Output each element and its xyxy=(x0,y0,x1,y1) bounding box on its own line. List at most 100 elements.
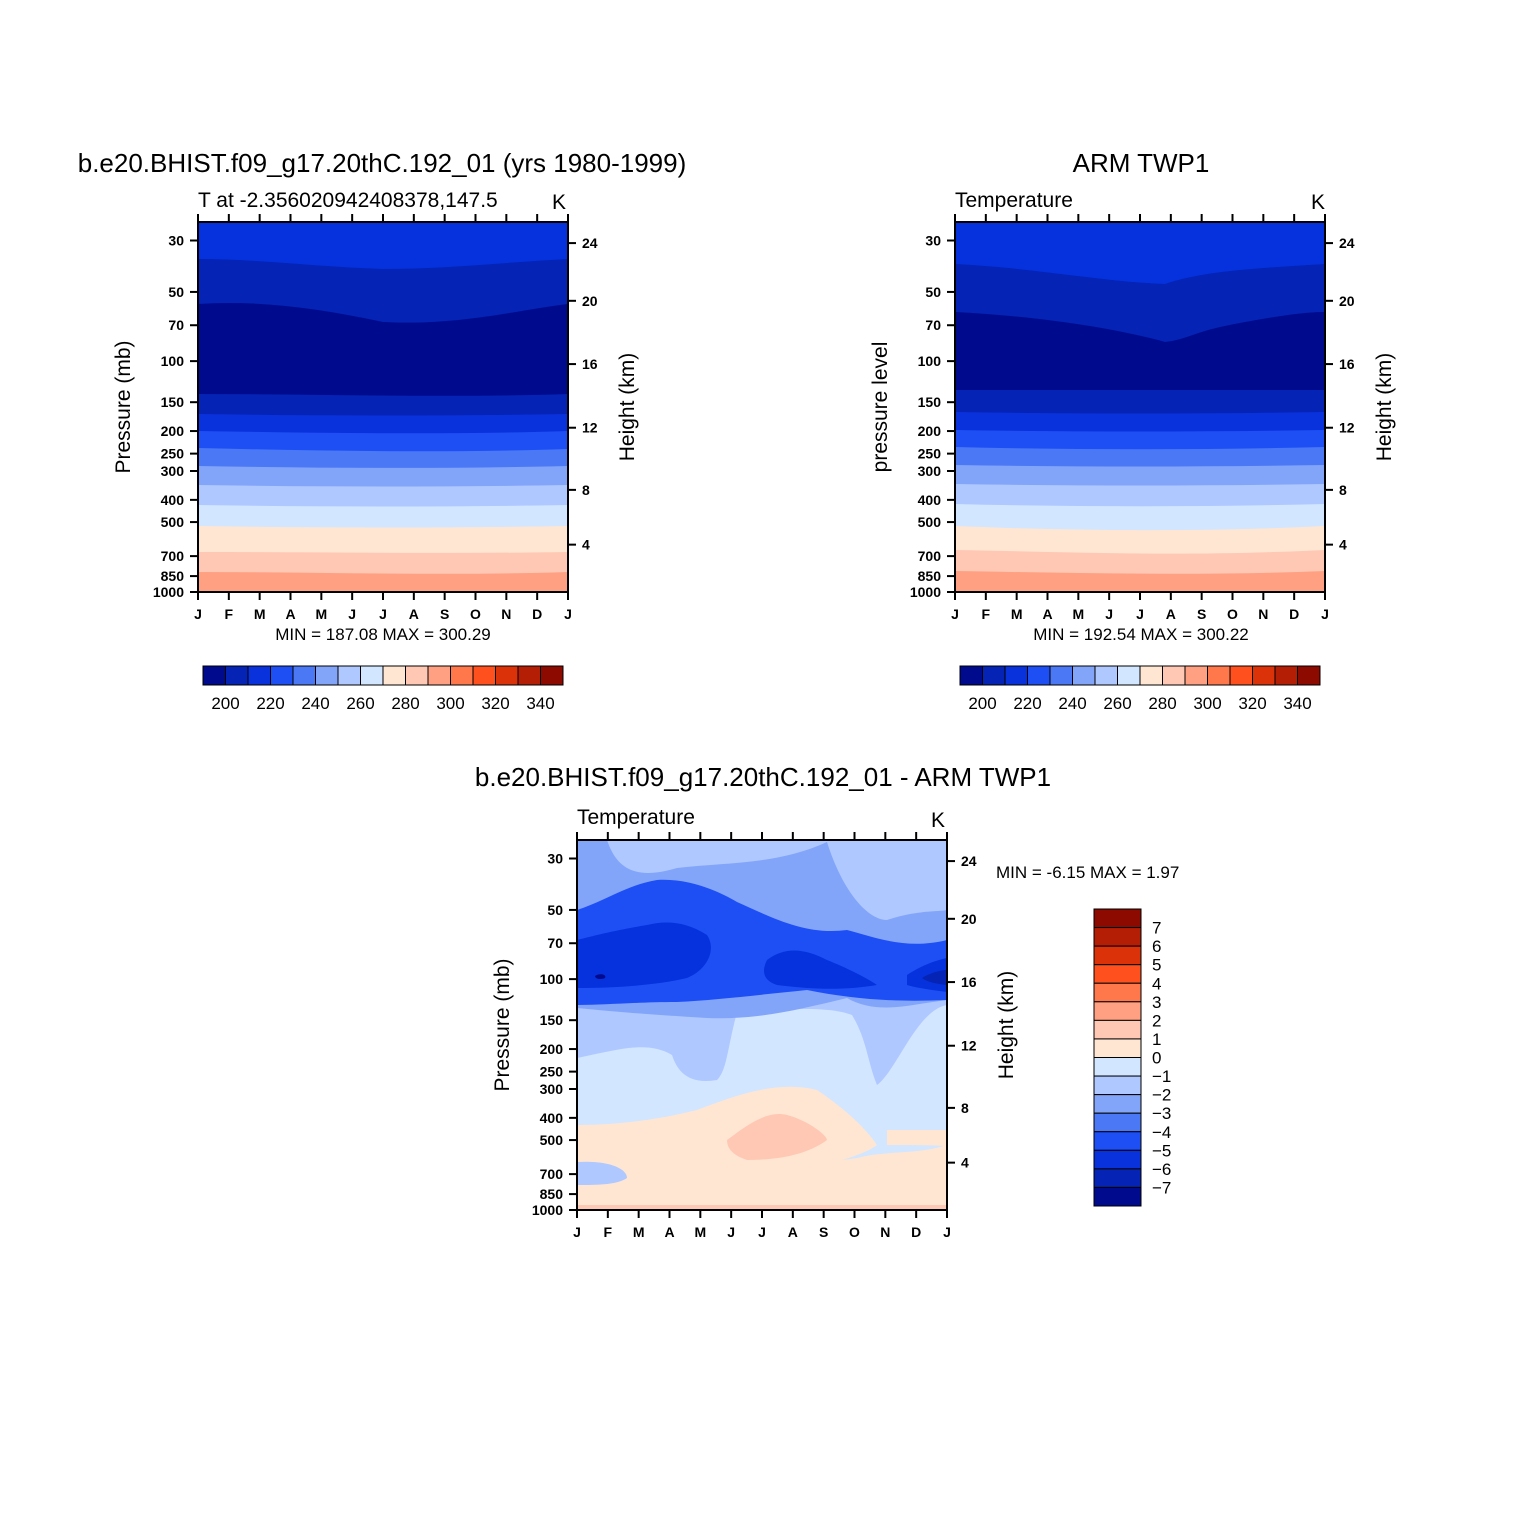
colorbar-label: 0 xyxy=(1152,1049,1161,1068)
y-tick-label: 300 xyxy=(161,463,185,479)
colorbar-label: 280 xyxy=(1148,694,1176,713)
colorbar-label: 300 xyxy=(436,694,464,713)
colorbar-label: 320 xyxy=(481,694,509,713)
colorbar-label: 340 xyxy=(526,694,554,713)
colorbar-swatch xyxy=(1093,945,1142,966)
x-tick-label: D xyxy=(532,606,542,622)
colorbar-swatch xyxy=(270,665,294,686)
y-tick-label: 30 xyxy=(168,233,184,249)
colorbar-swatch xyxy=(517,665,541,686)
colorbar-swatch xyxy=(202,665,226,686)
y-axis-label: Pressure (mb) xyxy=(112,340,135,473)
colorbar-model: 200 220 240 260 280 300 320 340 xyxy=(202,665,564,713)
y-tick-label: 70 xyxy=(925,317,941,333)
colorbar-swatch xyxy=(1093,1001,1142,1021)
colorbar-obs: 200 220 240 260 280 300 320 340 xyxy=(959,665,1321,713)
x-tick-label: S xyxy=(440,606,449,622)
y-axis-label: Pressure (mb) xyxy=(491,958,514,1091)
colorbar-label: 3 xyxy=(1152,993,1161,1012)
y-tick-label: 300 xyxy=(918,463,942,479)
colorbar-label: 220 xyxy=(256,694,284,713)
colorbar-swatch xyxy=(1093,1112,1142,1133)
x-tick-label: N xyxy=(880,1224,890,1240)
colorbar-swatch xyxy=(315,665,339,686)
x-tick-label: M xyxy=(1072,606,1084,622)
colorbar-swatch xyxy=(382,665,406,686)
colorbar-swatch xyxy=(1207,665,1231,686)
colorbar-swatch xyxy=(1093,1019,1142,1040)
x-tick-label: J xyxy=(348,606,356,622)
x-tick-label: D xyxy=(911,1224,921,1240)
y-tick-label: 100 xyxy=(161,353,185,369)
colorbar-label: −5 xyxy=(1152,1141,1171,1160)
colorbar-swatch xyxy=(1004,665,1028,686)
colorbar-label: 260 xyxy=(346,694,374,713)
colorbar-swatch xyxy=(225,665,249,686)
y-tick-label-right: 4 xyxy=(1339,537,1347,553)
colorbar-swatch xyxy=(959,665,983,686)
colorbar-label: 200 xyxy=(968,694,996,713)
colorbar-swatch xyxy=(1072,665,1096,686)
colorbar-swatch xyxy=(1027,665,1051,686)
panel-left-string: T at -2.356020942408378,147.5 xyxy=(198,189,498,212)
y-tick-label: 850 xyxy=(540,1186,564,1202)
y-tick-label: 70 xyxy=(547,935,563,951)
y-tick-label: 250 xyxy=(918,446,942,462)
colorbar-swatch xyxy=(1093,1094,1142,1114)
y-axis-label-right: Height (km) xyxy=(995,971,1018,1080)
x-tick-label: M xyxy=(1011,606,1023,622)
colorbar-swatch xyxy=(1093,1131,1142,1151)
y-tick-label: 850 xyxy=(161,568,185,584)
panel-title: b.e20.BHIST.f09_g17.20thC.192_01 - ARM T… xyxy=(475,762,1051,792)
x-tick-label: J xyxy=(1136,606,1144,622)
y-tick-label-right: 16 xyxy=(961,974,977,990)
colorbar-swatch xyxy=(292,665,316,686)
contour-plot-obs xyxy=(954,221,1326,593)
colorbar-label: 6 xyxy=(1152,937,1161,956)
colorbar-swatch xyxy=(1093,1057,1142,1077)
y-tick-label: 50 xyxy=(168,284,184,300)
y-tick-label: 150 xyxy=(540,1012,564,1028)
y-axis-label-right: Height (km) xyxy=(1373,353,1396,462)
colorbar-label: 280 xyxy=(391,694,419,713)
x-tick-label: F xyxy=(982,606,991,622)
x-tick-label: M xyxy=(694,1224,706,1240)
y-tick-label: 150 xyxy=(161,394,185,410)
x-tick-label: J xyxy=(951,606,959,622)
y-tick-label: 250 xyxy=(161,446,185,462)
colorbar-swatch xyxy=(1093,964,1142,984)
panel-units: K xyxy=(552,191,566,214)
colorbar-label: 260 xyxy=(1103,694,1131,713)
y-tick-label-right: 20 xyxy=(582,293,598,309)
colorbar-swatch xyxy=(1252,665,1276,686)
colorbar-label: 4 xyxy=(1152,974,1161,993)
colorbar-swatch xyxy=(1139,665,1163,686)
x-tick-label: D xyxy=(1289,606,1299,622)
colorbar-label: 2 xyxy=(1152,1011,1161,1030)
colorbar-swatch xyxy=(1093,908,1142,929)
x-tick-label: O xyxy=(470,606,481,622)
y-tick-label: 500 xyxy=(161,514,185,530)
colorbar-swatch xyxy=(1229,665,1253,686)
colorbar-label: 7 xyxy=(1152,919,1161,938)
colorbar-label: −6 xyxy=(1152,1160,1171,1179)
colorbar-swatch xyxy=(1274,665,1298,686)
y-tick-label: 50 xyxy=(547,902,563,918)
y-tick-label-right: 20 xyxy=(961,911,977,927)
x-tick-label: A xyxy=(285,606,295,622)
y-tick-label: 100 xyxy=(540,971,564,987)
colorbar-swatch xyxy=(1184,665,1208,686)
colorbar-swatch xyxy=(1297,665,1321,686)
min-max-text: MIN = 187.08 MAX = 300.29 xyxy=(275,625,490,644)
y-tick-label-right: 4 xyxy=(582,537,590,553)
colorbar-swatch xyxy=(1093,982,1142,1003)
y-axis-label-right: Height (km) xyxy=(616,353,639,462)
x-tick-label: S xyxy=(819,1224,828,1240)
y-tick-label-right: 24 xyxy=(1339,235,1355,251)
x-tick-label: S xyxy=(1197,606,1206,622)
colorbar-label: −3 xyxy=(1152,1104,1171,1123)
x-tick-label: J xyxy=(194,606,202,622)
y-tick-label: 1000 xyxy=(910,584,941,600)
colorbar-label: 1 xyxy=(1152,1030,1161,1049)
